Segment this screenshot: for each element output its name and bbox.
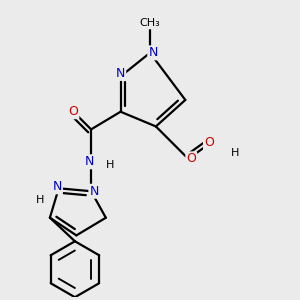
Text: N: N [52, 180, 62, 193]
Text: CH₃: CH₃ [140, 18, 160, 28]
Text: H: H [106, 160, 114, 170]
Text: N: N [89, 185, 99, 198]
Text: O: O [186, 152, 196, 165]
Text: H: H [35, 195, 44, 205]
Text: N: N [148, 46, 158, 59]
Text: H: H [231, 148, 240, 158]
Text: O: O [68, 105, 78, 118]
Text: N: N [85, 155, 94, 168]
Text: N: N [116, 67, 125, 80]
Text: O: O [204, 136, 214, 149]
